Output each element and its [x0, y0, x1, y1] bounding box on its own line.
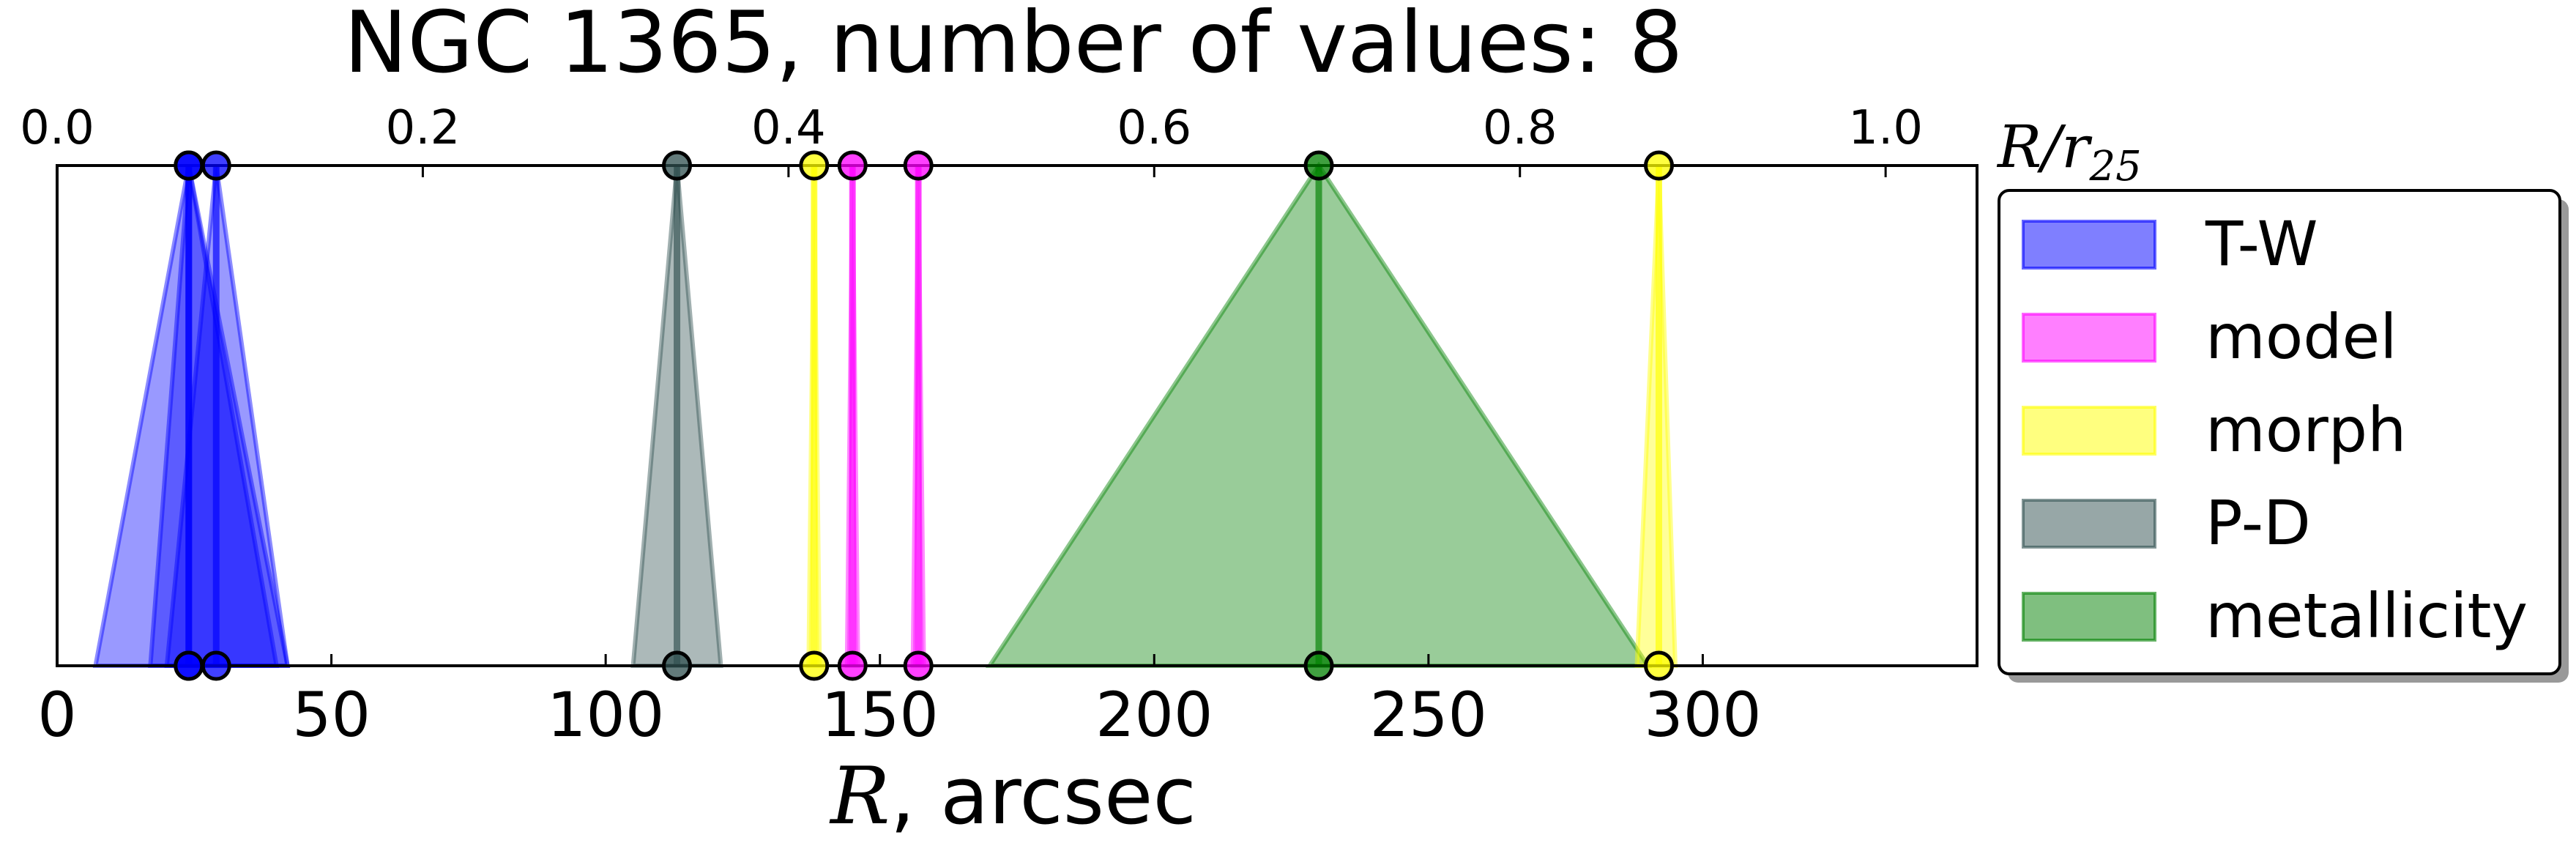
top-axis-ticks: 0.0 0.2 0.4 0.6 0.8 1.0	[20, 101, 1923, 177]
value-marker-P-D-3-top	[662, 150, 693, 181]
x-tick-label-250: 250	[1370, 679, 1487, 751]
value-lines	[185, 166, 1662, 666]
value-marker-model-6-bottom	[903, 650, 934, 681]
top-tick-label-0.0: 0.0	[20, 101, 94, 155]
x-tick-label-100: 100	[547, 679, 664, 751]
value-marker-T-W-2-bottom	[201, 650, 231, 681]
value-marker-model-6-top	[903, 150, 934, 181]
x-axis-unit: , arcsec	[890, 751, 1196, 842]
x-tick-label-50: 50	[292, 679, 371, 751]
value-marker-morph-8-top	[1643, 150, 1674, 181]
legend-swatch-morph	[2022, 406, 2156, 456]
legend-label-metallicity: metallicity	[2205, 580, 2528, 652]
top-tick-label-0.2: 0.2	[386, 101, 461, 155]
value-marker-T-W-2-top	[201, 150, 231, 181]
top-tick-label-0.8: 0.8	[1483, 101, 1557, 155]
value-marker-morph-4-bottom	[799, 650, 830, 681]
legend-box	[1998, 189, 2561, 675]
x-axis-ticks: 0 50 100 150 200 250 300	[37, 654, 1762, 751]
top-axis-label-sub: 25	[2088, 143, 2141, 190]
value-marker-metallicity-7-bottom	[1303, 650, 1334, 681]
top-tick-label-0.4: 0.4	[751, 101, 826, 155]
legend-swatch-P-D	[2022, 499, 2156, 549]
value-marker-model-5-bottom	[837, 650, 868, 681]
legend: T-W model morph P-D metallicity	[1998, 189, 2569, 683]
legend-swatch-metallicity	[2022, 592, 2156, 642]
x-tick-label-200: 200	[1095, 679, 1213, 751]
top-axis-label: R/r25	[1996, 113, 2142, 190]
value-marker-P-D-3-bottom	[662, 650, 693, 681]
x-axis-label: R, arcsec	[829, 751, 1196, 842]
legend-swatch-T-W	[2022, 220, 2156, 270]
top-tick-label-1.0: 1.0	[1848, 101, 1923, 155]
value-marker-T-W-1-bottom	[174, 650, 204, 681]
legend-label-T-W: T-W	[2205, 208, 2318, 280]
x-tick-label-300: 300	[1644, 679, 1761, 751]
value-marker-morph-8-bottom	[1643, 650, 1674, 681]
top-tick-label-0.6: 0.6	[1117, 101, 1191, 155]
value-marker-model-5-top	[837, 150, 868, 181]
legend-swatch-model	[2022, 313, 2156, 363]
plot-frame	[56, 164, 1978, 667]
legend-label-model: model	[2205, 301, 2397, 373]
value-marker-T-W-1-top	[174, 150, 204, 181]
value-marker-metallicity-7-top	[1303, 150, 1334, 181]
range-triangles	[92, 161, 1678, 668]
x-tick-label-150: 150	[822, 679, 939, 751]
legend-label-P-D: P-D	[2205, 487, 2311, 559]
value-marker-morph-4-top	[799, 150, 830, 181]
value-markers	[174, 150, 1674, 681]
top-axis-label-base: R/r	[1996, 113, 2093, 181]
chart-title: NGC 1365, number of values: 8	[344, 0, 1683, 92]
legend-label-morph: morph	[2205, 394, 2406, 466]
x-axis-symbol: R	[829, 751, 890, 842]
x-tick-label-0: 0	[37, 679, 76, 751]
